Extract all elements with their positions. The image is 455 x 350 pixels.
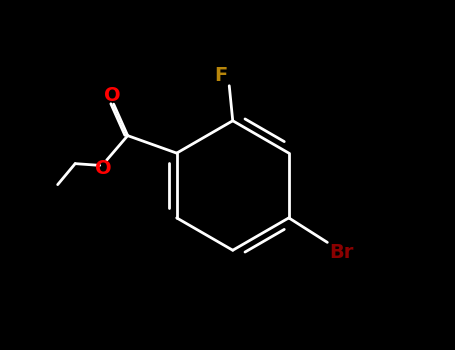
Text: O: O (95, 159, 111, 178)
Text: Br: Br (329, 243, 354, 262)
Text: F: F (214, 66, 227, 85)
Text: O: O (104, 86, 120, 105)
